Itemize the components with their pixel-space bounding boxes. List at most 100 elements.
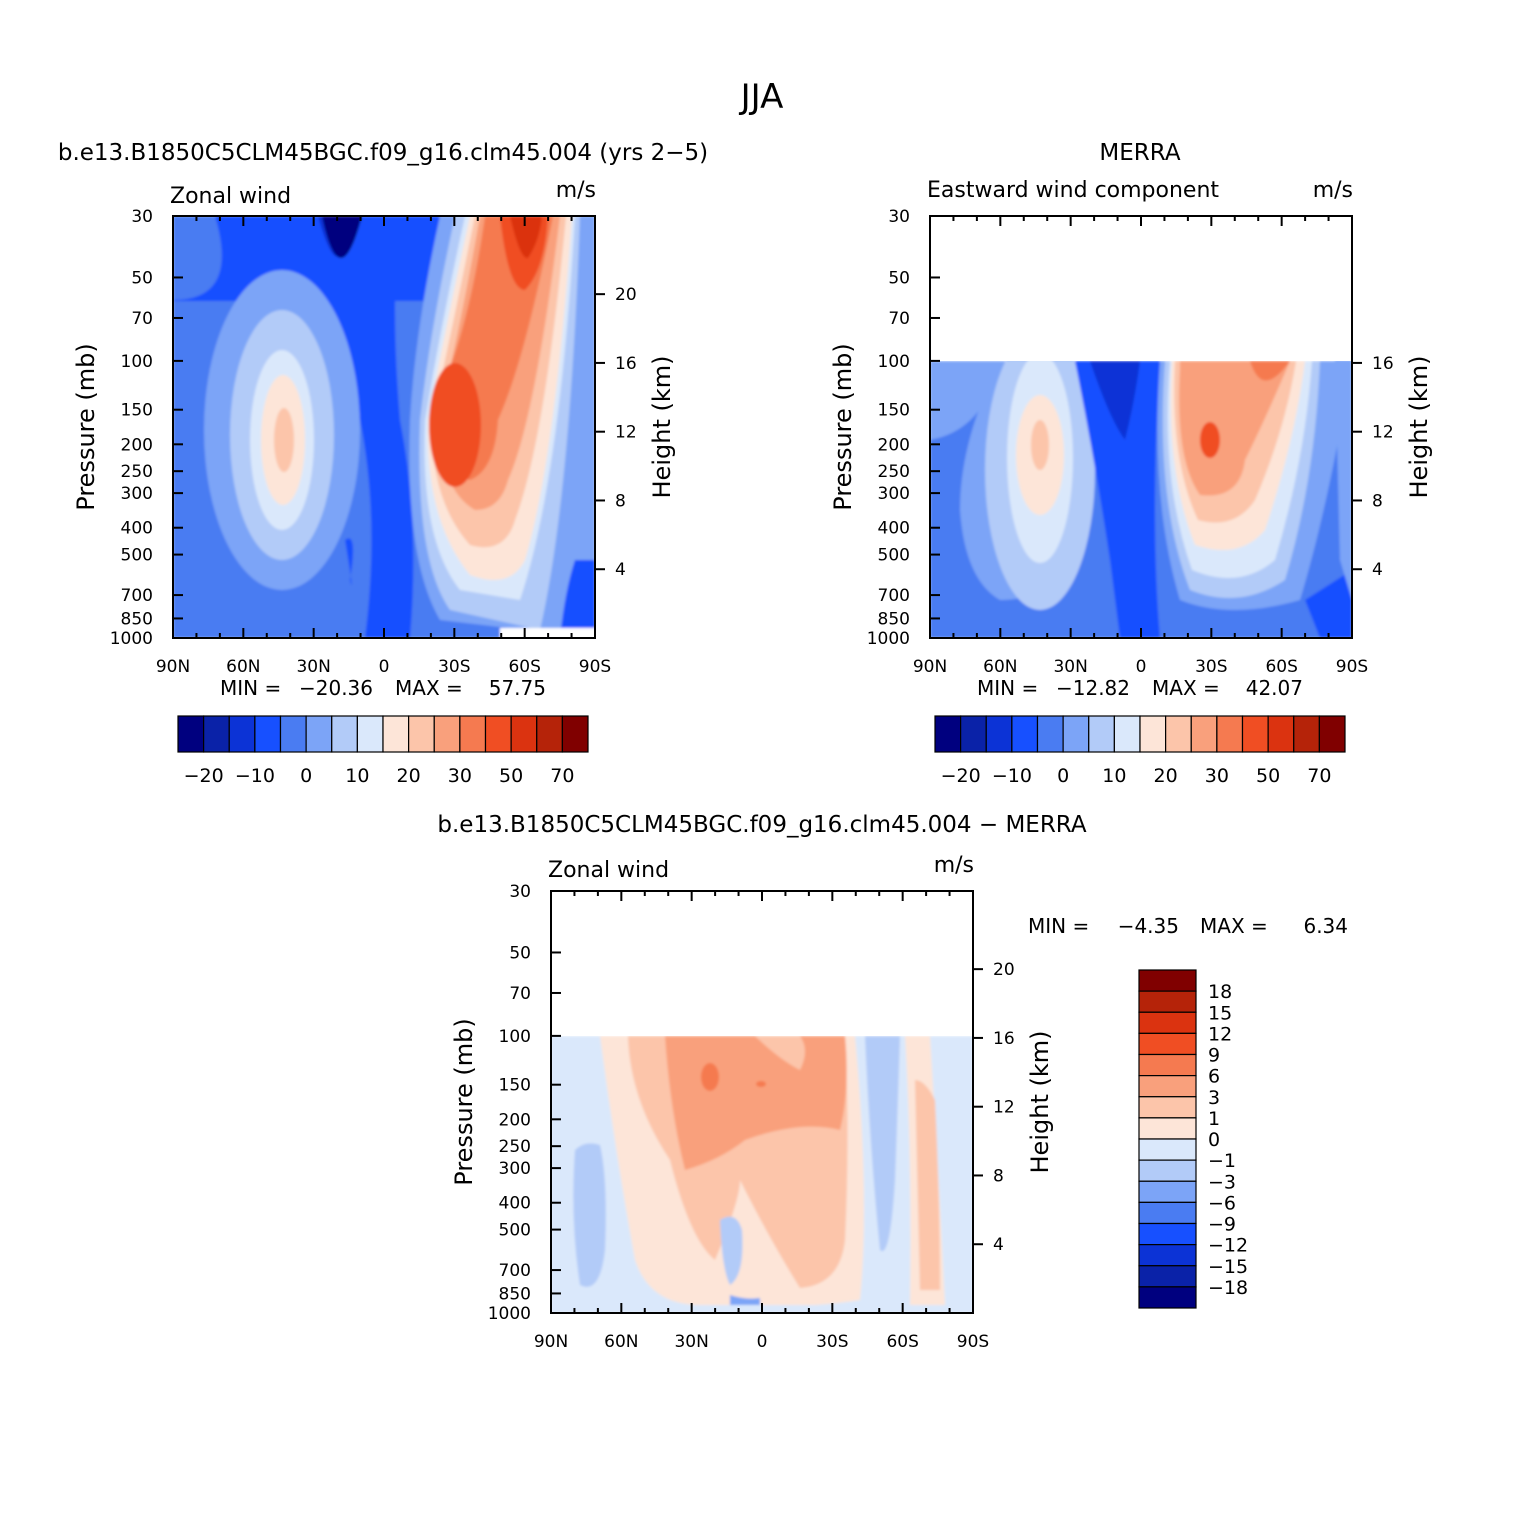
colorbar-swatch bbox=[279, 715, 307, 753]
y-tick-label: 400 bbox=[121, 519, 153, 539]
colorbar-label: −12 bbox=[1208, 1235, 1248, 1257]
height-tick-label: 16 bbox=[993, 1029, 1015, 1049]
x-tick-label: 0 bbox=[379, 657, 390, 677]
height-tick-label: 16 bbox=[1372, 354, 1394, 374]
colorbar-label: 9 bbox=[1208, 1045, 1220, 1067]
panel-diff-axes: 90N 60N 30N 0 30S 60S 90S 30 50 70 100 150 200 25030… bbox=[488, 882, 1015, 1352]
panel-diff-height-label: Height (km) bbox=[1026, 1031, 1054, 1174]
colorbar-label: 18 bbox=[1208, 981, 1232, 1003]
panel-model-x-ticks: 90N 60N 30N 0 30S 60S 90S bbox=[156, 216, 611, 677]
height-tick-label: 4 bbox=[993, 1235, 1004, 1255]
colorbar-swatch bbox=[459, 715, 487, 753]
colorbar-label: 1 bbox=[1208, 1108, 1220, 1130]
height-tick-label: 12 bbox=[615, 423, 637, 443]
colorbar-swatch bbox=[356, 715, 384, 753]
y-tick-label: 250 bbox=[499, 1137, 531, 1157]
figure-title: JJA bbox=[739, 77, 784, 117]
colorbar-swatch bbox=[1138, 1286, 1197, 1309]
colorbar-label: 15 bbox=[1208, 1002, 1232, 1024]
x-tick-label: 30N bbox=[296, 657, 330, 677]
y-tick-label: 300 bbox=[121, 484, 153, 504]
y-tick-label: 30 bbox=[509, 882, 531, 902]
colorbar-label: 70 bbox=[1307, 765, 1331, 787]
x-tick-label: 60S bbox=[508, 657, 540, 677]
height-tick-label: 20 bbox=[993, 960, 1015, 980]
y-tick-label: 250 bbox=[878, 462, 910, 482]
colorbar-swatch bbox=[1165, 715, 1192, 753]
colorbar-swatch bbox=[1138, 1053, 1197, 1077]
colorbar-label: 10 bbox=[345, 765, 369, 787]
colorbar-swatch bbox=[228, 715, 256, 753]
colorbar-swatch bbox=[408, 715, 435, 753]
colorbar-label: 50 bbox=[1256, 765, 1280, 787]
panel-merra-variable-label: Eastward wind component bbox=[927, 178, 1219, 203]
panel-model-max-value: 57.75 bbox=[489, 676, 546, 700]
height-tick-label: 4 bbox=[615, 560, 626, 580]
panel-model-case-title: b.e13.B1850C5CLM45BGC.f09_g16.clm45.004 … bbox=[58, 140, 708, 166]
panel-model-colorbar: −20 −10 0 10 20 30 50 70 bbox=[177, 715, 589, 787]
colorbar-swatch bbox=[1088, 715, 1115, 753]
y-tick-label: 700 bbox=[121, 586, 153, 606]
colorbar-swatch bbox=[934, 715, 962, 753]
colorbar-swatch bbox=[561, 715, 589, 753]
x-tick-label: 90S bbox=[579, 657, 611, 677]
y-tick-label: 150 bbox=[499, 1076, 531, 1096]
panel-diff-min-value: −4.35 bbox=[1118, 914, 1179, 938]
colorbar-swatch bbox=[1139, 715, 1167, 753]
y-tick-label: 50 bbox=[888, 268, 910, 288]
y-tick-label: 30 bbox=[131, 207, 153, 227]
panel-merra-height-ticks: 16 12 8 4 bbox=[1352, 354, 1394, 580]
y-tick-label: 500 bbox=[121, 546, 153, 566]
panel-model-height-ticks: 20 16 12 8 4 bbox=[595, 285, 637, 580]
colorbar-label: −20 bbox=[941, 765, 981, 787]
colorbar-swatch bbox=[1138, 969, 1197, 992]
y-tick-label: 1000 bbox=[110, 629, 153, 649]
panel-merra-height-label: Height (km) bbox=[1405, 356, 1433, 499]
colorbar-label: 10 bbox=[1102, 765, 1126, 787]
y-tick-label: 850 bbox=[878, 609, 910, 629]
colorbar-swatch bbox=[382, 715, 410, 753]
y-tick-label: 500 bbox=[878, 546, 910, 566]
colorbar-swatch bbox=[1216, 715, 1244, 753]
y-tick-label: 300 bbox=[878, 484, 910, 504]
colorbar-swatch bbox=[203, 715, 230, 753]
y-tick-label: 200 bbox=[121, 435, 153, 455]
x-tick-label: 90N bbox=[913, 657, 947, 677]
colorbar-label: 30 bbox=[448, 765, 472, 787]
panel-diff-max-label: MAX = bbox=[1200, 914, 1268, 938]
panel-diff-x-ticks: 90N 60N 30N 0 30S 60S 90S bbox=[534, 891, 989, 1352]
colorbar-swatch bbox=[1138, 1075, 1197, 1098]
colorbar-label: −15 bbox=[1208, 1256, 1248, 1278]
panel-diff-variable-label: Zonal wind bbox=[548, 858, 669, 883]
x-tick-label: 60N bbox=[604, 1332, 638, 1352]
y-tick-label: 400 bbox=[499, 1194, 531, 1214]
panel-model-min-value: −20.36 bbox=[299, 676, 373, 700]
colorbar-swatch bbox=[177, 715, 205, 753]
colorbar-label: −6 bbox=[1208, 1192, 1236, 1214]
colorbar-swatch bbox=[960, 715, 987, 753]
colorbar-swatch bbox=[536, 715, 563, 753]
y-tick-label: 1000 bbox=[867, 629, 910, 649]
x-tick-label: 90S bbox=[1336, 657, 1368, 677]
panel-model-min-label: MIN = bbox=[220, 676, 281, 700]
colorbar-label: 70 bbox=[550, 765, 574, 787]
colorbar-swatch bbox=[1011, 715, 1039, 753]
y-tick-label: 70 bbox=[131, 309, 153, 329]
colorbar-label: 3 bbox=[1208, 1087, 1220, 1109]
panel-model-max-label: MAX = bbox=[395, 676, 463, 700]
y-tick-label: 50 bbox=[131, 268, 153, 288]
x-tick-label: 30S bbox=[816, 1332, 848, 1352]
panel-merra-axes: 90N 60N 30N 0 30S 60S 90S 30 50 70 100 150 200 25030… bbox=[867, 207, 1394, 677]
colorbar-label: −10 bbox=[235, 765, 275, 787]
panel-merra-contour-field bbox=[930, 361, 1352, 638]
panel-diff-height-ticks: 20 16 12 8 4 bbox=[973, 960, 1015, 1255]
colorbar-label: 0 bbox=[1208, 1129, 1220, 1151]
y-tick-label: 1000 bbox=[488, 1304, 531, 1324]
x-tick-label: 60S bbox=[886, 1332, 918, 1352]
colorbar-swatch bbox=[1138, 1096, 1197, 1119]
colorbar-swatch bbox=[1113, 715, 1141, 753]
y-tick-label: 30 bbox=[888, 207, 910, 227]
